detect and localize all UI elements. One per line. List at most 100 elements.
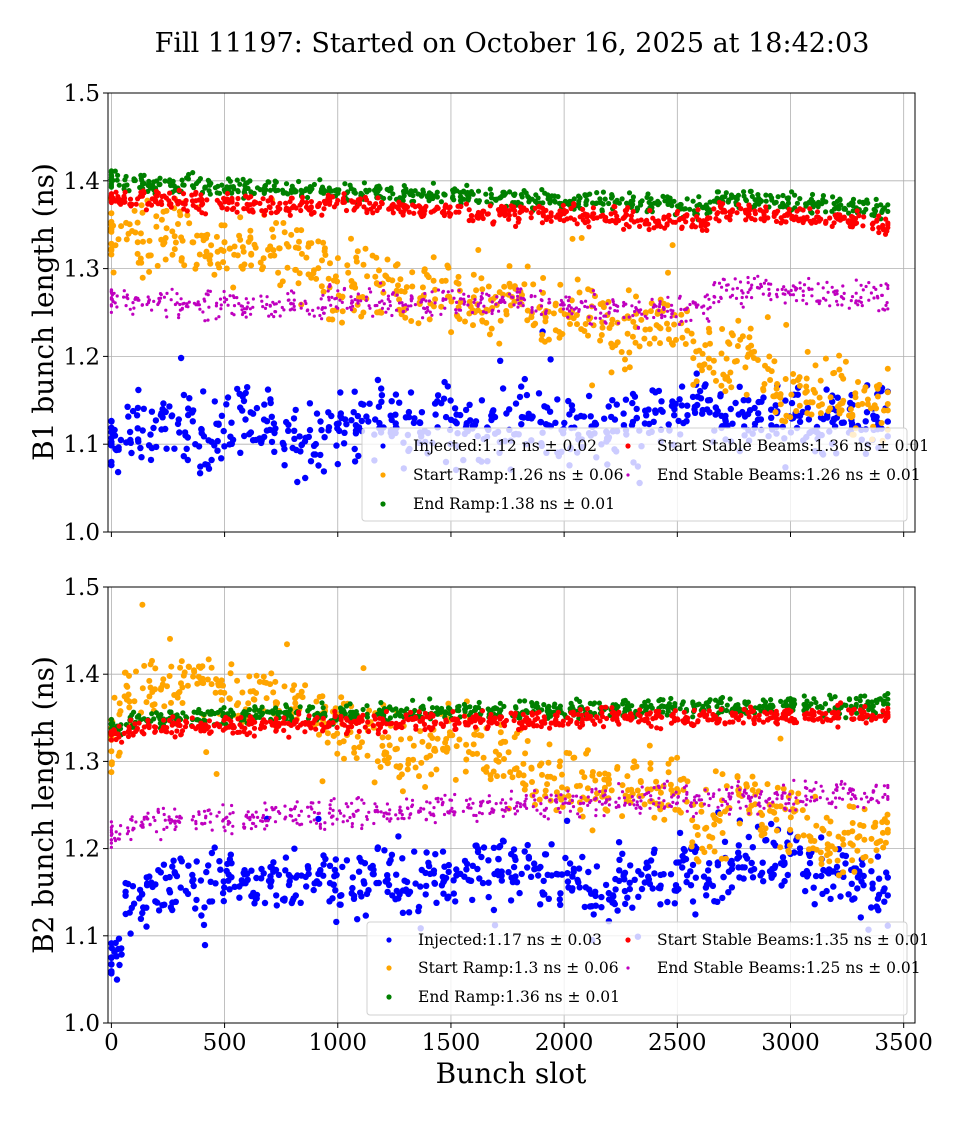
data-point — [108, 940, 114, 946]
data-point — [694, 370, 700, 376]
data-point — [456, 274, 462, 280]
data-point — [355, 248, 361, 254]
data-point — [257, 679, 263, 685]
data-point — [489, 192, 494, 197]
data-point — [280, 220, 286, 226]
data-point — [649, 387, 655, 393]
data-point — [599, 207, 604, 212]
data-point — [406, 308, 409, 311]
data-point — [180, 297, 183, 300]
data-point — [505, 869, 511, 875]
data-point — [847, 803, 853, 809]
data-point — [122, 177, 127, 182]
data-point — [860, 284, 863, 287]
data-point — [522, 787, 528, 793]
data-point — [656, 219, 661, 224]
data-point — [699, 367, 705, 373]
data-point — [228, 670, 234, 676]
data-point — [830, 224, 835, 229]
data-point — [848, 307, 851, 310]
data-point — [501, 296, 504, 299]
data-point — [622, 301, 625, 304]
data-point — [765, 781, 771, 787]
data-point — [675, 203, 680, 208]
data-point — [333, 919, 339, 925]
data-point — [192, 905, 198, 911]
data-point — [320, 317, 323, 320]
data-point — [191, 883, 197, 889]
data-point — [707, 844, 713, 850]
data-point — [423, 307, 426, 310]
data-point — [452, 186, 457, 191]
data-point — [496, 341, 502, 347]
data-point — [307, 189, 312, 194]
data-point — [651, 847, 657, 853]
data-point — [285, 711, 290, 716]
data-point — [760, 387, 766, 393]
data-point — [219, 697, 225, 703]
data-point — [385, 257, 391, 263]
data-point — [590, 305, 593, 308]
data-point — [432, 411, 438, 417]
data-point — [463, 742, 469, 748]
x-tick-label: 0 — [104, 1030, 119, 1056]
data-point — [475, 846, 481, 852]
data-point — [863, 384, 869, 390]
data-point — [115, 946, 121, 952]
data-point — [767, 377, 773, 383]
data-point — [282, 867, 288, 873]
data-point — [135, 251, 141, 257]
data-point — [651, 419, 657, 425]
data-point — [202, 712, 207, 717]
data-point — [423, 883, 429, 889]
data-point — [163, 178, 168, 183]
data-point — [182, 183, 187, 188]
data-point — [116, 294, 119, 297]
data-point — [785, 848, 791, 854]
data-point — [122, 893, 128, 899]
data-point — [609, 787, 615, 793]
data-point — [395, 309, 398, 312]
data-point — [185, 683, 191, 689]
data-point — [783, 293, 786, 296]
data-point — [388, 185, 393, 190]
data-point — [154, 189, 159, 194]
data-point — [321, 434, 327, 440]
data-point — [702, 312, 705, 315]
data-point — [597, 701, 602, 706]
data-point — [372, 779, 378, 785]
data-point — [159, 406, 165, 412]
data-point — [541, 878, 547, 884]
data-point — [598, 214, 603, 219]
data-point — [146, 183, 151, 188]
data-point — [812, 901, 818, 907]
data-point — [374, 309, 380, 315]
data-point — [486, 211, 491, 216]
data-point — [855, 835, 861, 841]
data-point — [622, 888, 628, 894]
data-point — [843, 292, 846, 295]
data-point — [683, 418, 689, 424]
data-point — [175, 221, 181, 227]
data-point — [411, 848, 417, 854]
data-point — [435, 392, 441, 398]
data-point — [840, 842, 846, 848]
data-point — [546, 760, 552, 766]
data-point — [616, 857, 622, 863]
data-point — [551, 775, 557, 781]
data-point — [630, 304, 633, 307]
data-point — [554, 396, 560, 402]
y-tick-label: 1.0 — [63, 1011, 100, 1037]
data-point — [651, 298, 654, 301]
data-point — [612, 300, 615, 303]
data-point — [620, 196, 625, 201]
data-point — [298, 900, 304, 906]
data-point — [629, 213, 634, 218]
data-point — [343, 287, 346, 290]
data-point — [548, 841, 554, 847]
data-point — [613, 210, 618, 215]
data-point — [670, 304, 673, 307]
data-point — [567, 321, 573, 327]
data-point — [379, 200, 384, 205]
data-point — [787, 842, 793, 848]
